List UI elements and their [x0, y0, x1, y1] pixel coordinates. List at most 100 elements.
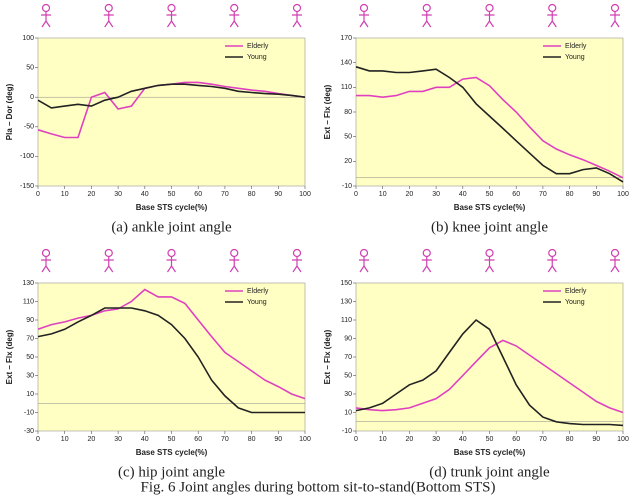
x-tick-label: 0 [354, 191, 358, 198]
y-tick-label: -10 [342, 428, 352, 435]
x-tick-label: 20 [406, 436, 414, 443]
x-tick-label: 20 [406, 191, 414, 198]
x-axis-label: Base STS cycle(%) [136, 448, 208, 457]
series-line [356, 76, 624, 179]
series-line [355, 318, 624, 427]
x-tick-label: 0 [354, 436, 358, 443]
x-tick-label: 50 [168, 191, 176, 198]
y-tick-label: 50 [26, 64, 34, 71]
pose-icon [610, 12, 620, 28]
y-tick-label: 10 [344, 409, 352, 416]
x-tick-label: 30 [432, 191, 440, 198]
figure-caption: Fig. 6 Joint angles during bottom sit-to… [140, 479, 495, 495]
x-tick-label: 90 [592, 436, 600, 443]
y-tick-label: 30 [344, 391, 352, 398]
x-tick-label: 50 [486, 436, 494, 443]
chart-caption: (a) ankle joint angle [111, 219, 232, 235]
legend-label: Elderly [565, 288, 587, 295]
x-tick-label: 30 [114, 436, 122, 443]
pose-icon [167, 248, 176, 258]
x-tick-label: 100 [299, 436, 311, 443]
x-tick-label: 100 [299, 191, 311, 198]
plot-area [355, 282, 624, 432]
pose-icon [484, 12, 495, 28]
pose-icon [421, 12, 432, 28]
x-tick-label: 60 [194, 191, 202, 198]
x-tick-label: 90 [274, 191, 282, 198]
series-line [355, 339, 624, 414]
pose-icon [166, 12, 177, 28]
pose-icon [484, 257, 495, 273]
x-tick-label: 50 [168, 436, 176, 443]
y-tick-label: 140 [340, 60, 352, 67]
pose-icon [104, 3, 113, 13]
x-tick-label: 60 [512, 191, 520, 198]
y-tick-label: 50 [344, 372, 352, 379]
pose-icon [422, 3, 431, 13]
legend-label: Young [247, 54, 267, 61]
y-tick-label: -10 [342, 183, 352, 190]
legend-label: Young [565, 299, 585, 306]
x-tick-label: 10 [61, 436, 69, 443]
x-tick-label: 90 [592, 191, 600, 198]
pose-icon [104, 248, 113, 258]
y-tick-label: 110 [341, 317, 352, 324]
legend-label: Elderly [565, 43, 587, 50]
pose-icon [166, 257, 177, 273]
y-tick-label: 80 [344, 109, 352, 116]
series-line [37, 307, 305, 414]
y-tick-label: 130 [22, 280, 34, 287]
pose-icon [41, 248, 51, 258]
series-line [37, 83, 306, 109]
pose-icon [292, 248, 302, 258]
pose-icon [610, 248, 620, 258]
y-tick-label: 90 [344, 335, 352, 342]
y-tick-label: 110 [341, 84, 352, 91]
x-tick-label: 30 [432, 436, 440, 443]
x-tick-label: 80 [566, 191, 574, 198]
y-tick-label: 90 [26, 317, 34, 324]
x-tick-label: 100 [617, 436, 629, 443]
x-tick-label: 10 [61, 191, 69, 198]
y-tick-label: 10 [26, 391, 34, 398]
x-tick-label: 40 [459, 436, 467, 443]
y-tick-label: -150 [20, 183, 34, 190]
y-axis-label: Ext – Flx (deg) [5, 329, 14, 384]
plot-area [37, 37, 306, 187]
pose-icon [547, 257, 558, 273]
y-tick-label: -10 [24, 409, 34, 416]
pose-icon [485, 3, 494, 13]
x-tick-label: 0 [36, 191, 40, 198]
series-line [37, 288, 306, 400]
pose-icon [359, 12, 369, 28]
x-tick-label: 30 [114, 191, 122, 198]
plot-area [37, 282, 306, 432]
pose-icon [421, 257, 432, 273]
pose-icon [230, 3, 239, 13]
x-tick-label: 10 [379, 191, 387, 198]
legend-label: Elderly [247, 288, 269, 295]
pose-icon [229, 257, 240, 273]
x-tick-label: 60 [512, 436, 520, 443]
y-tick-label: -50 [24, 124, 34, 131]
y-tick-label: 20 [344, 158, 352, 165]
y-tick-label: 0 [30, 94, 34, 101]
y-tick-label: 50 [26, 354, 34, 361]
pose-icon [292, 3, 302, 13]
pose-icon [359, 3, 369, 13]
y-tick-label: 150 [340, 280, 352, 287]
x-tick-label: 80 [566, 436, 574, 443]
y-tick-label: 30 [26, 372, 34, 379]
y-tick-label: 50 [344, 134, 352, 141]
y-tick-label: -30 [24, 428, 34, 435]
pose-icon [548, 3, 557, 13]
x-tick-label: 70 [539, 436, 547, 443]
legend-label: Young [247, 299, 267, 306]
x-tick-label: 80 [248, 191, 256, 198]
pose-icon [41, 3, 51, 13]
x-axis-label: Base STS cycle(%) [454, 203, 526, 212]
pose-icon [548, 248, 557, 258]
y-axis-label: Ext – Flx (deg) [323, 329, 332, 384]
x-tick-label: 40 [141, 436, 149, 443]
